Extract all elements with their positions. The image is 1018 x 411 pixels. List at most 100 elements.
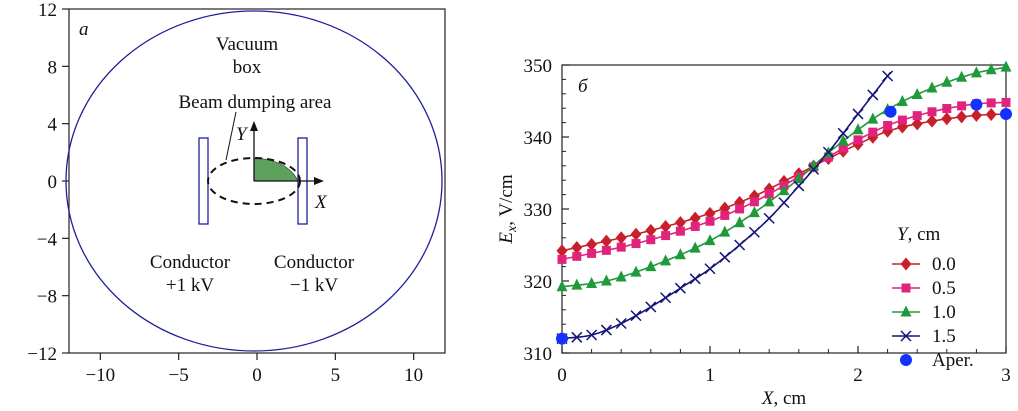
legend-item: 0.5 <box>892 278 956 299</box>
x-tick-label: 5 <box>331 365 341 386</box>
legend-label: 0.5 <box>932 278 956 299</box>
y-axis-label: Ex, V/cm <box>496 174 520 244</box>
x-tick-label: 0 <box>252 365 262 386</box>
legend-marker <box>900 330 912 342</box>
series-0-0-point <box>571 241 583 255</box>
legend-marker <box>900 257 912 271</box>
legend-title: Y, cm <box>897 224 941 245</box>
series-0-5-point <box>631 239 641 249</box>
series-1-5-point <box>586 329 598 341</box>
series-1-5-point <box>719 251 731 263</box>
series-1-5-point <box>852 108 864 120</box>
legend-label: 1.0 <box>932 302 956 323</box>
series-0-5-point <box>749 197 759 207</box>
y-tick-label: 350 <box>524 56 553 77</box>
series-aper-point <box>884 105 897 118</box>
series-1-0-point <box>793 172 805 184</box>
legend-label: 0.0 <box>932 254 956 275</box>
x-arrowhead <box>314 177 324 185</box>
series-0-0-point <box>645 223 657 237</box>
series-1-0-point <box>615 270 627 282</box>
series-0-5-point <box>705 216 715 226</box>
beam-quarter-shading <box>253 157 299 182</box>
series-1-5-point <box>630 310 642 322</box>
series-1-0-point <box>734 216 746 228</box>
series-0-0-point <box>660 220 672 234</box>
legend-item: 1.5 <box>892 326 956 347</box>
series-aper-point <box>1000 107 1012 120</box>
series-1-5-point <box>808 163 820 175</box>
series-aper-point <box>970 98 983 111</box>
series-1-5-point <box>778 197 790 209</box>
series-1-0-point <box>689 241 701 253</box>
series-0-0-point <box>941 112 953 126</box>
series-0-5-point <box>572 251 582 261</box>
series-1-0-point <box>778 184 790 196</box>
x-axis-label: X, cm <box>761 388 807 409</box>
panel-a-letter: а <box>79 19 89 40</box>
legend-marker <box>901 283 911 293</box>
series-1-0-point <box>586 277 598 289</box>
series-1-0-point <box>896 95 908 107</box>
series-0-5-point <box>661 231 671 241</box>
series-1-0-point <box>956 70 968 82</box>
series-1-0-point <box>556 280 568 292</box>
series-0-5-point <box>868 127 878 137</box>
series-0-5-point <box>897 115 907 125</box>
series-1-5-point <box>645 301 657 313</box>
series-0-0-point <box>882 124 894 138</box>
series-1-0-point <box>674 248 686 260</box>
y-tick-label: 340 <box>524 128 553 149</box>
series-1-5-point <box>674 282 686 294</box>
legend-item: 0.0 <box>892 254 956 275</box>
series-1-0-point <box>852 123 864 135</box>
series-aper-point <box>556 332 568 345</box>
series-0-5-point <box>675 226 685 236</box>
series-0-5-point <box>735 204 745 214</box>
series-0-0-point <box>704 206 716 220</box>
series-1-0-point <box>985 63 997 75</box>
series-1-0-point <box>1000 60 1012 72</box>
x-tick-label: 1 <box>705 365 715 386</box>
series-1-5-point <box>837 127 849 139</box>
y-tick-label: −8 <box>37 287 57 308</box>
series-1-0-point <box>748 206 760 218</box>
series-1-5-point <box>734 239 746 251</box>
y-tick-label: 320 <box>524 272 553 293</box>
series-0-0-point <box>630 227 642 241</box>
series-1-5-point <box>867 89 879 101</box>
beam-dump-label: Beam dumping area <box>178 92 332 113</box>
y-tick-label: 330 <box>524 200 553 221</box>
conductor-left-plate <box>198 137 209 225</box>
series-0-0-point <box>970 108 982 122</box>
series-0-5-point <box>557 254 567 264</box>
series-1-0-point <box>911 87 923 99</box>
y-tick-label: 8 <box>48 57 58 78</box>
series-0-0-point <box>926 114 938 128</box>
series-0-5-point <box>853 135 863 145</box>
x-tick-label: −10 <box>85 365 115 386</box>
x-tick-label: 2 <box>853 365 863 386</box>
series-1-0-point <box>941 75 953 87</box>
series-1-5-point <box>748 226 760 238</box>
series-0-0-point <box>956 110 968 124</box>
series-1-5-point <box>689 273 701 285</box>
series-0-5-point <box>957 101 967 111</box>
series-1-5-point <box>660 292 672 304</box>
series-1-5-point <box>615 317 627 330</box>
panel-b-chart: 0 1 2 3 310 320 330 340 350 б X, cm Ex, V/cm Y, … <box>496 56 1012 409</box>
y-tick-label: −4 <box>37 229 58 250</box>
axis-y-label: Y <box>236 124 249 145</box>
series-0-5-point <box>690 221 700 231</box>
legend-label: 1.5 <box>932 326 956 347</box>
beam-dump-pointer <box>225 111 237 161</box>
panel-a-diagram: −10 −5 0 5 10 12 8 4 0 −4 −8 −12 Y X а Vacuum box Be… <box>27 0 446 386</box>
y-arrowhead <box>250 121 258 131</box>
series-0-0-point <box>586 237 598 251</box>
series-0-0-point <box>985 108 997 122</box>
series-1-5-point <box>600 324 612 336</box>
series-1-0-point <box>970 66 982 78</box>
legend-item: Aper. <box>900 350 974 371</box>
panel-b-letter: б <box>578 76 589 97</box>
